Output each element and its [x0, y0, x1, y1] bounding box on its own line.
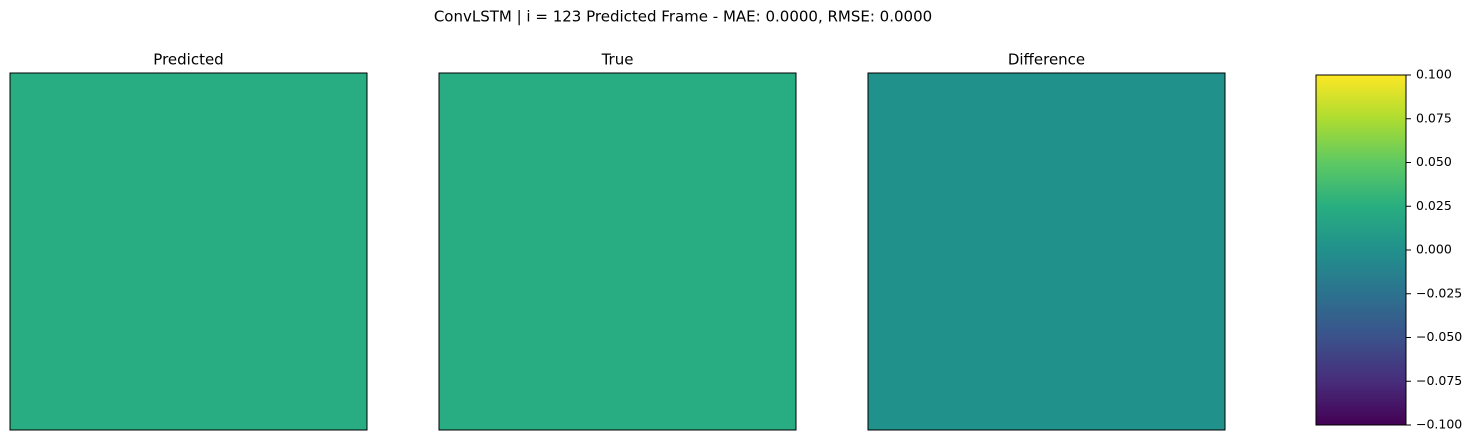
tick-label: 0.100 — [1416, 67, 1452, 82]
colorbar — [1315, 74, 1407, 426]
image-cell — [438, 72, 797, 431]
image-cell — [867, 72, 1226, 431]
panel-title: Difference — [1008, 51, 1085, 69]
panel-title: True — [601, 51, 634, 69]
tick-label: 0.000 — [1416, 242, 1452, 257]
tick-label: 0.050 — [1416, 154, 1452, 169]
tick-label: 0.025 — [1416, 198, 1452, 213]
panel-title: Predicted — [153, 51, 223, 69]
tick-label: 0.075 — [1416, 110, 1452, 125]
tick-label: −0.050 — [1416, 329, 1462, 344]
tick-label: −0.075 — [1416, 373, 1462, 388]
image-cell — [9, 72, 368, 431]
tick-label: −0.025 — [1416, 285, 1462, 300]
tick-label: −0.100 — [1416, 417, 1462, 432]
figure-title: ConvLSTM | i = 123 Predicted Frame - MAE… — [434, 8, 932, 26]
